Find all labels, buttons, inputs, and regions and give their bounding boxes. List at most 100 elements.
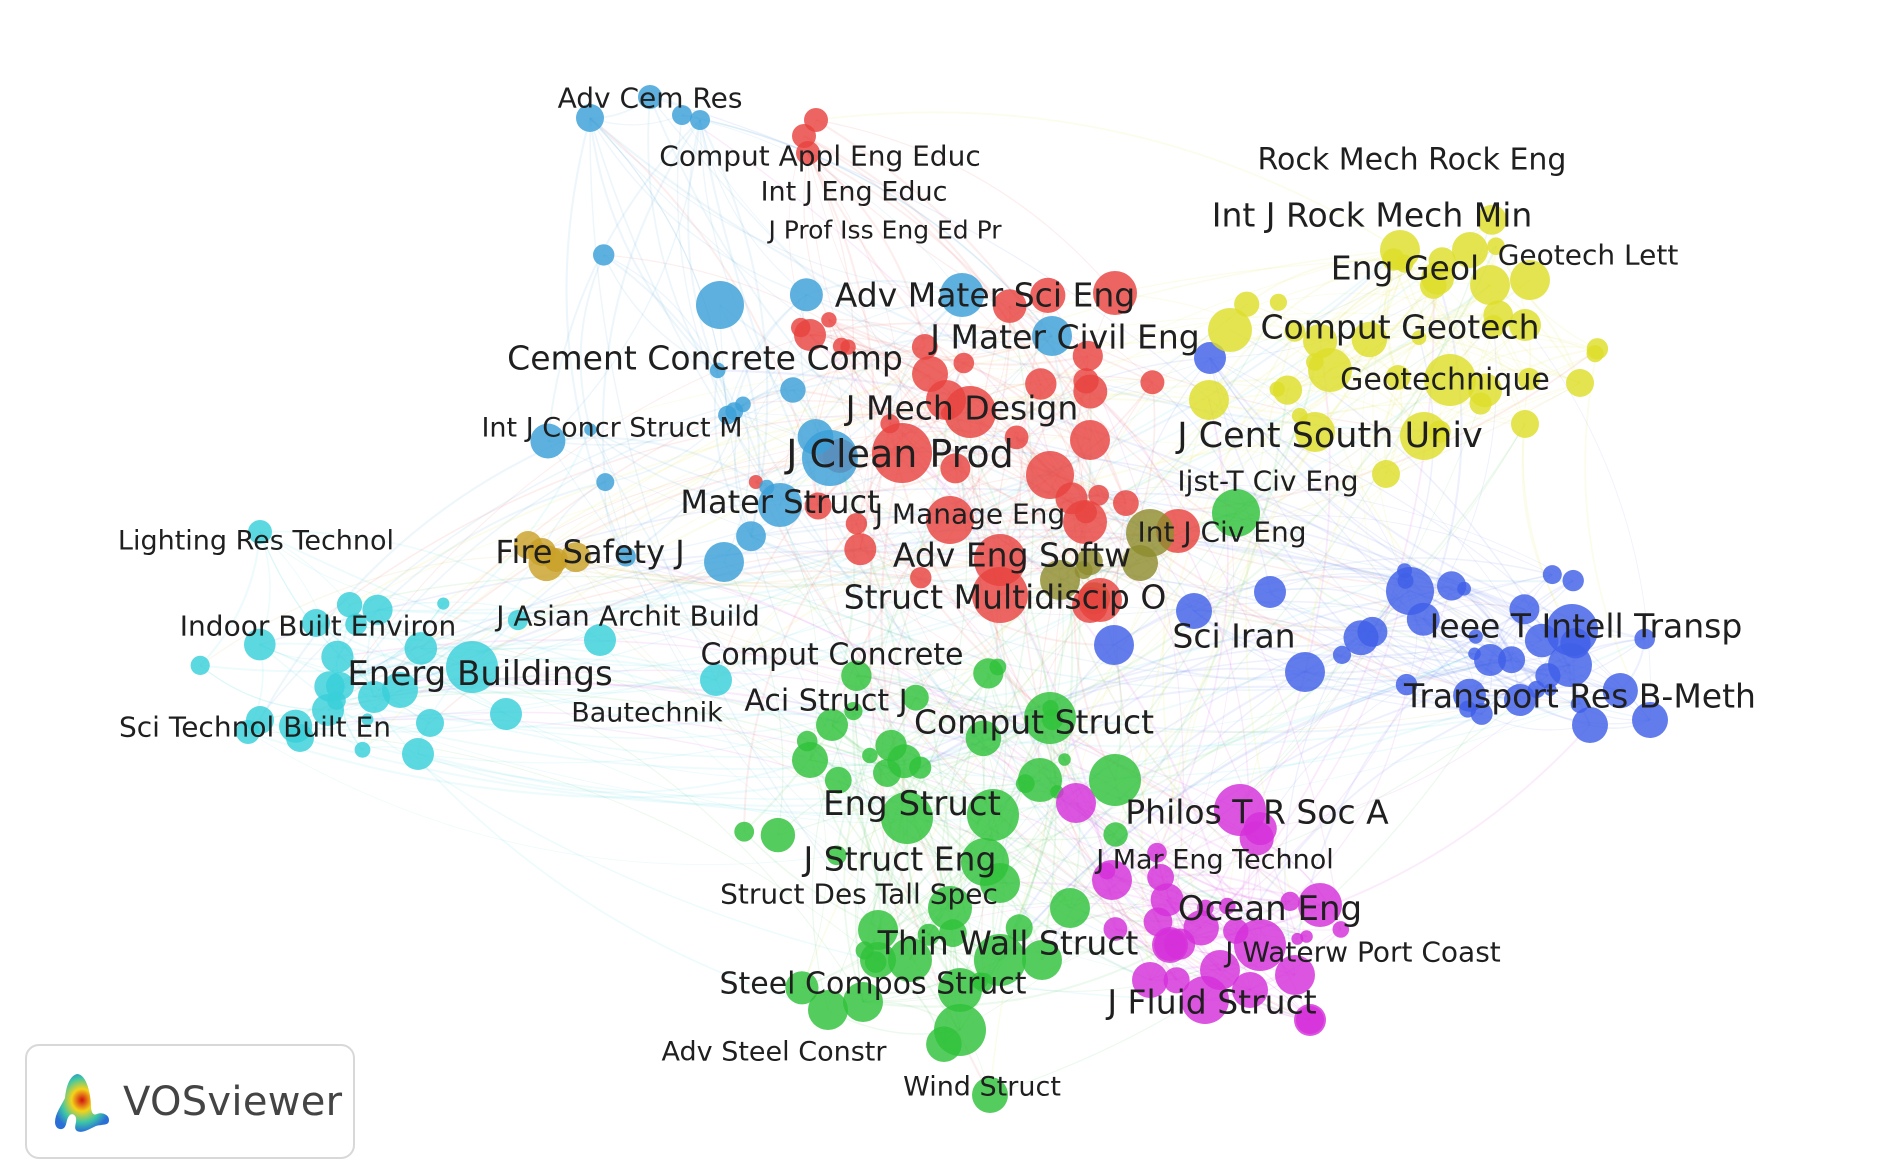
journal-label[interactable]: Geotech Lett — [1498, 239, 1679, 272]
journal-label[interactable]: Adv Cem Res — [558, 82, 743, 115]
network-node-purple[interactable] — [1298, 883, 1342, 927]
network-node-blue[interactable] — [1343, 620, 1379, 656]
network-node-skyblue[interactable] — [576, 104, 604, 132]
network-node-green[interactable] — [792, 742, 828, 778]
network-node-red[interactable] — [872, 423, 932, 483]
network-node-skyblue[interactable] — [530, 423, 566, 459]
network-node-red[interactable] — [953, 352, 975, 374]
journal-label[interactable]: Adv Mater Sci Eng — [835, 276, 1135, 315]
journal-label[interactable]: Lighting Res Technol — [118, 526, 394, 557]
journal-label[interactable]: Eng Geol — [1331, 249, 1479, 288]
network-node-yellow[interactable] — [1308, 348, 1352, 392]
network-node-cyan[interactable] — [446, 641, 498, 693]
journal-label[interactable]: Int J Civ Eng — [1137, 516, 1306, 549]
network-node-green[interactable] — [1058, 753, 1071, 766]
network-node-purple[interactable] — [1152, 927, 1188, 963]
network-node-skyblue[interactable] — [1032, 316, 1072, 356]
journal-label[interactable]: Ieee T Intell Transp — [1430, 607, 1743, 646]
network-node-skyblue[interactable] — [736, 521, 766, 552]
network-node-orange[interactable] — [528, 545, 565, 582]
network-node-red[interactable] — [844, 533, 877, 566]
network-node-red[interactable] — [1140, 370, 1165, 395]
journal-label[interactable]: Struct Multidiscip O — [844, 578, 1167, 617]
network-node-skyblue[interactable] — [780, 377, 806, 403]
network-node-red[interactable] — [1072, 340, 1103, 372]
journal-label[interactable]: J Cent South Univ — [1175, 416, 1483, 456]
network-node-red[interactable] — [845, 513, 868, 535]
journal-label[interactable]: Thin Wall Struct — [877, 924, 1139, 963]
network-node-yellow[interactable] — [1411, 330, 1427, 346]
network-node-green[interactable] — [972, 1077, 1008, 1113]
network-node-green[interactable] — [808, 990, 848, 1030]
network-node-blue[interactable] — [1285, 652, 1325, 692]
network-node-yellow[interactable] — [1269, 293, 1287, 311]
network-node-green[interactable] — [938, 968, 982, 1012]
network-node-red[interactable] — [794, 319, 826, 351]
network-node-blue[interactable] — [1498, 646, 1526, 674]
network-node-red[interactable] — [796, 141, 820, 165]
journal-label[interactable]: Bautechnik — [571, 698, 723, 729]
network-node-purple[interactable] — [1163, 967, 1190, 994]
network-node-green[interactable] — [1018, 758, 1062, 802]
journal-label[interactable]: Struct Des Tall Spec — [720, 878, 998, 911]
journal-label[interactable]: Philos T R Soc A — [1125, 793, 1389, 832]
journal-label[interactable]: Sci Iran — [1172, 617, 1295, 656]
network-node-red[interactable] — [992, 289, 1027, 323]
network-node-blue[interactable] — [1194, 342, 1226, 374]
network-node-purple[interactable] — [1103, 917, 1128, 941]
journal-label[interactable]: J Mar Eng Technol — [1094, 845, 1334, 876]
network-node-red[interactable] — [1004, 425, 1029, 450]
network-node-yellow[interactable] — [1452, 232, 1488, 268]
network-node-green[interactable] — [888, 938, 932, 982]
journal-label[interactable]: Sci Technol Built En — [119, 711, 391, 744]
journal-label[interactable]: J Mech Design — [844, 389, 1078, 428]
network-node-cyan[interactable] — [358, 681, 390, 713]
network-node-blue[interactable] — [1632, 702, 1668, 738]
network-node-blue[interactable] — [1468, 629, 1483, 644]
network-node-yellow[interactable] — [1385, 365, 1411, 390]
network-node-red[interactable] — [926, 496, 974, 544]
network-node-yellow[interactable] — [1295, 412, 1335, 452]
journal-label[interactable]: J Prof Iss Eng Ed Pr — [766, 216, 1002, 245]
network-node-green[interactable] — [1024, 692, 1076, 744]
network-node-red[interactable] — [748, 475, 763, 489]
network-node-purple[interactable] — [1092, 860, 1132, 900]
network-node-cyan[interactable] — [402, 738, 434, 770]
network-node-yellow[interactable] — [1189, 380, 1229, 420]
network-node-cyan[interactable] — [416, 709, 444, 737]
network-node-blue[interactable] — [1437, 571, 1467, 601]
network-node-red[interactable] — [911, 334, 938, 360]
network-node-purple[interactable] — [1056, 783, 1096, 823]
network-node-blue[interactable] — [1254, 576, 1286, 608]
network-node-blue[interactable] — [1509, 594, 1540, 625]
network-node-skyblue[interactable] — [802, 430, 858, 486]
network-node-cyan[interactable] — [437, 597, 450, 610]
network-node-purple[interactable] — [1181, 976, 1229, 1024]
network-node-cyan[interactable] — [248, 520, 272, 544]
network-node-skyblue[interactable] — [696, 281, 744, 329]
journal-label[interactable]: Adv Eng Softw — [893, 536, 1131, 575]
network-node-yellow[interactable] — [1424, 354, 1476, 406]
network-node-skyblue[interactable] — [704, 542, 744, 582]
network-node-purple[interactable] — [1300, 930, 1313, 943]
network-node-cyan[interactable] — [382, 672, 418, 708]
network-node-green[interactable] — [1005, 914, 1033, 942]
network-node-green[interactable] — [1089, 754, 1141, 806]
journal-label[interactable]: J Fluid Struct — [1105, 983, 1316, 1022]
network-node-purple[interactable] — [1214, 784, 1266, 836]
vosviewer-logo[interactable]: VOSviewer — [25, 1044, 355, 1159]
network-node-green[interactable] — [860, 942, 896, 978]
network-node-green[interactable] — [760, 817, 796, 853]
network-node-green[interactable] — [826, 845, 847, 866]
network-node-yellow[interactable] — [1380, 230, 1420, 270]
network-node-purple[interactable] — [1332, 921, 1350, 938]
network-node-yellow[interactable] — [1586, 338, 1609, 360]
network-node-red[interactable] — [972, 567, 1028, 623]
journal-label[interactable]: J Waterw Port Coast — [1223, 936, 1501, 969]
network-node-blue[interactable] — [1453, 678, 1486, 712]
network-node-purple[interactable] — [1150, 883, 1184, 917]
network-node-yellow[interactable] — [1510, 260, 1550, 300]
network-node-green[interactable] — [934, 1004, 986, 1056]
network-node-green[interactable] — [858, 910, 898, 950]
network-node-purple[interactable] — [1280, 891, 1300, 912]
